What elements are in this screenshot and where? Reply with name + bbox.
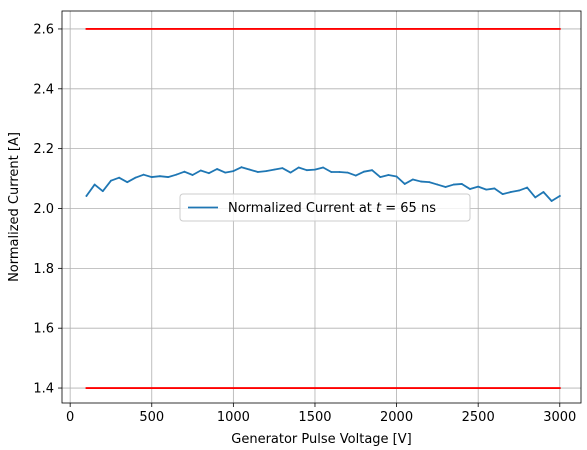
data-point bbox=[477, 185, 480, 188]
data-point bbox=[550, 200, 553, 202]
legend: Normalized Current at t = 65 ns bbox=[179, 193, 471, 222]
y-tick-label: 1.4 bbox=[33, 382, 54, 397]
data-point bbox=[501, 193, 504, 196]
data-point bbox=[150, 176, 153, 178]
data-point bbox=[101, 190, 104, 193]
data-point bbox=[305, 169, 308, 172]
x-tick-label: 2500 bbox=[462, 410, 495, 425]
data-point bbox=[240, 166, 243, 169]
y-tick-label: 2.6 bbox=[33, 22, 54, 37]
data-point bbox=[542, 191, 545, 193]
legend-box bbox=[179, 193, 471, 222]
data-point bbox=[338, 171, 341, 173]
data-point bbox=[281, 167, 284, 170]
data-point bbox=[485, 188, 488, 191]
data-point bbox=[460, 183, 463, 185]
data-point bbox=[207, 172, 210, 175]
data-point bbox=[134, 176, 137, 179]
data-point bbox=[469, 188, 471, 190]
legend-label-variable: t bbox=[376, 201, 382, 216]
data-point bbox=[265, 170, 267, 172]
data-point bbox=[248, 168, 251, 171]
plot-area bbox=[85, 28, 562, 389]
legend-label-prefix: Normalized Current at bbox=[228, 201, 376, 216]
data-point bbox=[452, 183, 455, 186]
data-point bbox=[232, 170, 235, 172]
data-point bbox=[363, 170, 365, 173]
data-point bbox=[289, 171, 292, 174]
x-tick-label: 1500 bbox=[298, 410, 331, 425]
data-point bbox=[126, 181, 129, 184]
data-point bbox=[354, 174, 357, 177]
data-point bbox=[183, 170, 186, 173]
data-point bbox=[346, 171, 349, 174]
data-point bbox=[314, 168, 316, 171]
data-point bbox=[436, 183, 439, 186]
data-point bbox=[428, 181, 431, 184]
data-point bbox=[167, 176, 169, 178]
data-point bbox=[191, 174, 194, 176]
legend-label: Normalized Current at t = 65 ns bbox=[228, 201, 436, 216]
data-point bbox=[199, 169, 202, 172]
data-point bbox=[444, 186, 447, 188]
legend-label-suffix: = 65 ns bbox=[381, 201, 436, 216]
y-tick-label: 2.4 bbox=[33, 82, 54, 97]
y-tick-label: 1.6 bbox=[33, 322, 54, 337]
y-axis-label: Normalized Current [A] bbox=[7, 132, 22, 282]
x-tick-label: 1000 bbox=[217, 410, 250, 425]
data-point bbox=[256, 171, 259, 173]
axes bbox=[61, 10, 582, 404]
x-tick-label: 2000 bbox=[380, 410, 413, 425]
data-point bbox=[420, 180, 422, 183]
data-point bbox=[159, 175, 161, 178]
x-tick-label: 0 bbox=[66, 410, 74, 425]
data-point bbox=[93, 183, 96, 186]
data-point bbox=[118, 176, 121, 179]
data-point bbox=[518, 189, 520, 192]
data-point bbox=[297, 166, 300, 169]
axes-frame bbox=[61, 10, 582, 404]
data-point bbox=[371, 169, 373, 172]
data-point bbox=[224, 171, 227, 174]
data-point bbox=[395, 175, 398, 178]
x-tick-label: 500 bbox=[139, 410, 164, 425]
data-point bbox=[526, 186, 529, 189]
ticks: 0 500 1000 1500 2000 2500 3000 1.4 1.6 1.8 2.0 2.2 2… bbox=[33, 22, 576, 425]
data-point bbox=[534, 196, 537, 199]
data-point bbox=[387, 174, 390, 176]
data-point bbox=[110, 179, 112, 182]
data-point bbox=[175, 173, 178, 176]
data-point bbox=[403, 183, 406, 185]
y-tick-label: 1.8 bbox=[33, 262, 54, 277]
data-point bbox=[509, 191, 512, 193]
data-point bbox=[379, 176, 382, 178]
data-point bbox=[493, 187, 496, 190]
x-tick-label: 3000 bbox=[543, 410, 576, 425]
data-point bbox=[142, 173, 145, 176]
data-point bbox=[85, 195, 88, 197]
data-point bbox=[322, 166, 325, 169]
data-point bbox=[273, 168, 276, 171]
y-tick-label: 2.0 bbox=[33, 202, 54, 217]
data-point bbox=[330, 171, 333, 173]
y-tick-label: 2.2 bbox=[33, 142, 54, 157]
x-axis-label: Generator Pulse Voltage [V] bbox=[231, 432, 411, 447]
data-point bbox=[216, 168, 218, 170]
data-point bbox=[558, 195, 561, 197]
data-point bbox=[412, 178, 414, 181]
